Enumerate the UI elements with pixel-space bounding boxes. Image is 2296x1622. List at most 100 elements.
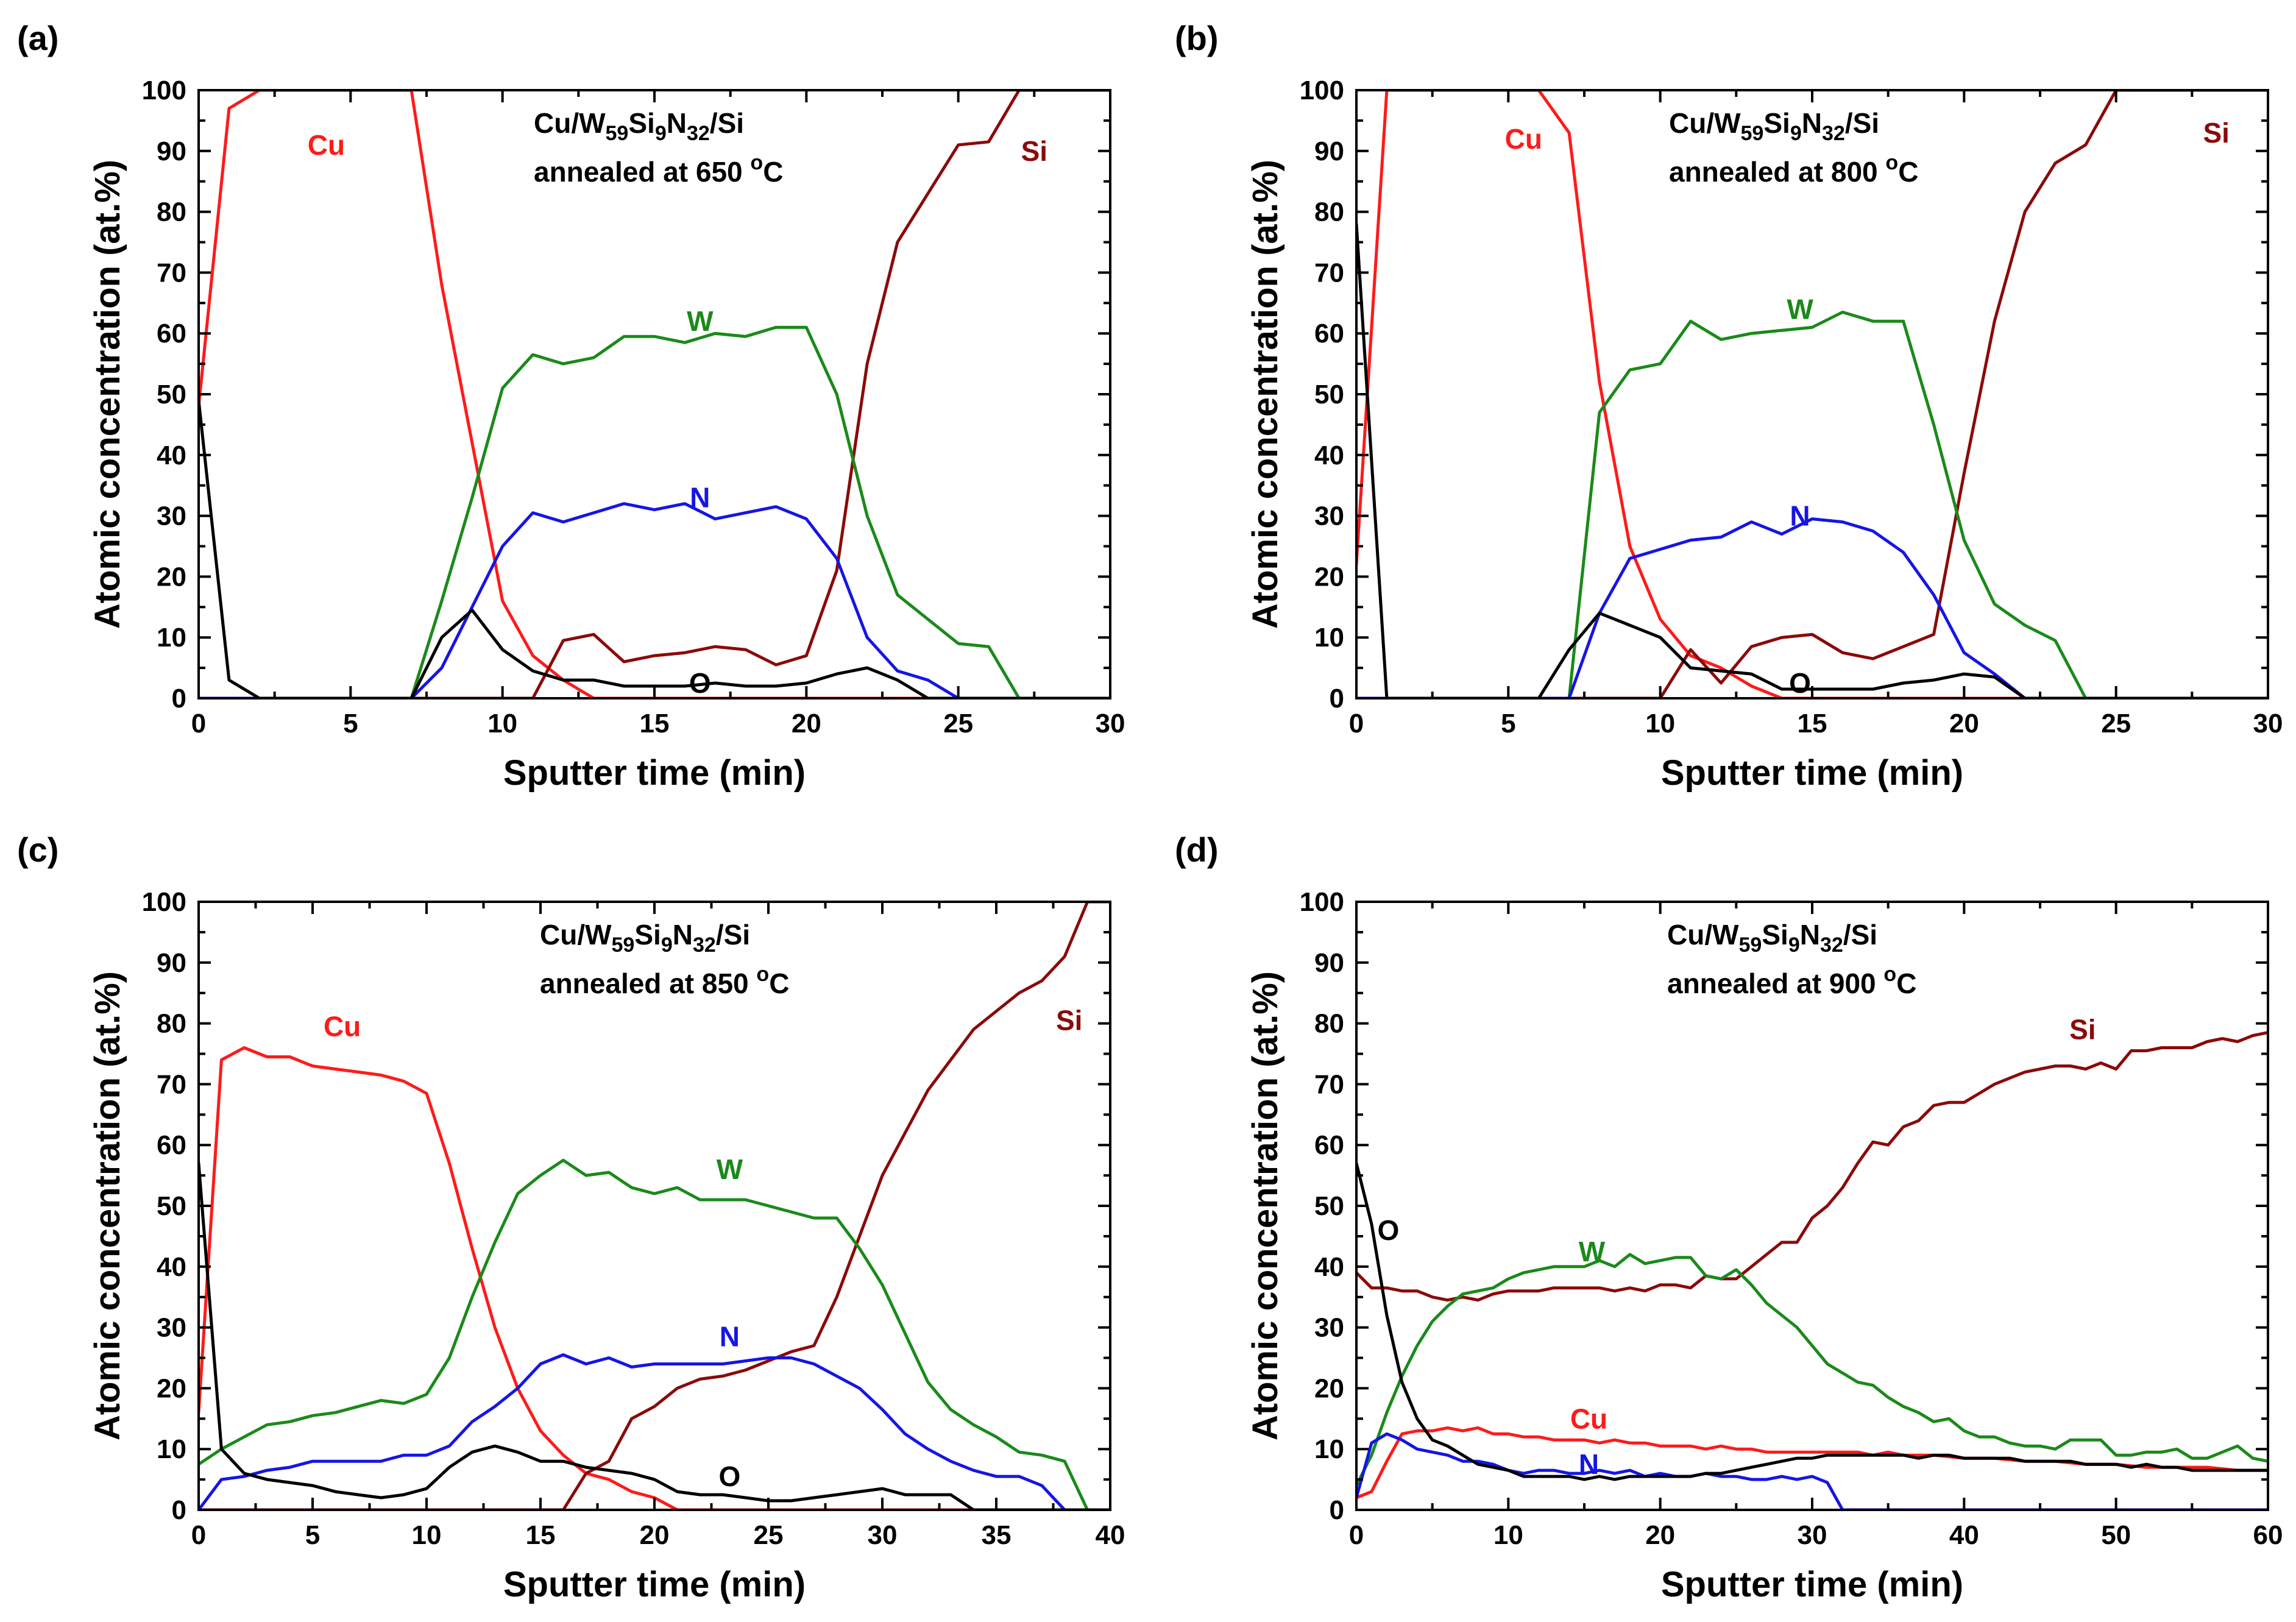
series-line-si [199,902,1110,1510]
series-group [1356,90,2268,698]
series-line-n [199,1353,1110,1510]
series-line-n [199,502,1110,698]
series-line-si [199,90,1110,698]
series-line-o [199,1161,1110,1510]
y-tick-label: 10 [157,623,186,653]
chart-panel-d: (d) 0 10 20 30 40 50 60 0 10 20 30 40 50 60 70 80 90 100 Sp… [1175,830,2283,1604]
series-label-w: W [717,1153,743,1185]
series-label-w: W [687,305,714,337]
y-tick-label: 30 [157,501,186,531]
x-axis-title: Sputter time (min) [503,753,806,793]
series-line-cu [199,90,1110,698]
series-line-w [1356,1253,2268,1487]
series-label-w: W [1787,293,1813,325]
x-tick-label: 30 [2253,709,2283,738]
y-tick-label: 90 [1314,948,1344,978]
chart-panel-a: (a) 0 5 10 15 20 25 30 0 10 20 30 40 50 60 70 80 90 100 Spu… [17,19,1125,793]
series-line-n [1356,517,2268,698]
y-tick-label: 100 [142,887,186,917]
x-tick-label: 0 [1349,1520,1364,1550]
series-label-n: N [1790,500,1810,532]
series-label-si: Si [1021,135,1047,167]
x-tick-label: 10 [1645,709,1675,738]
series-line-o [1356,1161,2268,1481]
x-tick-label: 0 [191,1520,206,1550]
x-tick-label: 25 [943,709,973,738]
series-label-si: Si [2203,117,2229,149]
y-tick-label: 40 [1314,441,1344,470]
x-tick-label: 30 [868,1520,898,1550]
series-label-n: N [690,482,710,514]
series-group [1356,1031,2268,1510]
y-tick-label: 10 [1314,1434,1344,1464]
series-label-cu: Cu [308,129,345,161]
y-tick-label: 50 [1314,380,1344,409]
condition-annotation: annealed at 900 oC [1667,963,1916,999]
sample-annotation: Cu/W59Si9N32/Si [540,919,750,957]
x-tick-label: 30 [1096,709,1125,738]
series-line-w [1356,310,2268,698]
series-label-n: N [720,1321,740,1353]
y-tick-label: 0 [172,1495,186,1525]
y-tick-label: 20 [1314,562,1344,592]
x-tick-label: 20 [792,709,821,738]
x-axis-title: Sputter time (min) [1661,753,1963,793]
panel-label: (b) [1175,19,1219,57]
series-label-o: O [689,667,711,699]
y-tick-label: 60 [1314,1130,1344,1160]
x-tick-label: 40 [1096,1520,1125,1550]
y-axis-title: Atomic concentration (at.%) [1245,160,1285,629]
y-tick-label: 50 [157,1191,186,1221]
y-tick-label: 20 [1314,1373,1344,1403]
y-tick-label: 0 [1330,684,1344,714]
series-label-cu: Cu [324,1011,361,1043]
y-tick-label: 70 [1314,1069,1344,1099]
series-label-si: Si [2069,1014,2096,1046]
y-tick-label: 90 [157,136,186,166]
y-tick-label: 40 [157,441,186,470]
sample-annotation: Cu/W59Si9N32/Si [1669,107,1879,145]
y-tick-label: 70 [157,258,186,288]
chart-panel-b: (b) 0 5 10 15 20 25 30 0 10 20 30 40 50 60 70 80 90 100 Spu… [1175,19,2283,793]
x-tick-label: 40 [1949,1520,1979,1550]
y-tick-label: 50 [157,380,186,409]
series-label-cu: Cu [1505,123,1542,155]
series-line-w [199,325,1110,698]
series-label-o: O [1789,667,1811,699]
series-line-w [199,1158,1110,1510]
series-group [199,90,1110,698]
x-tick-label: 0 [191,709,206,738]
y-tick-label: 20 [157,562,186,592]
y-tick-label: 40 [1314,1252,1344,1282]
series-label-w: W [1579,1236,1606,1267]
chart-panel-c: (c) 0 5 10 15 20 25 30 35 40 0 10 20 30 40 50 60 70 80 90 10… [17,830,1125,1604]
y-tick-label: 30 [1314,1313,1344,1343]
y-tick-label: 0 [1330,1495,1344,1525]
x-tick-label: 20 [1949,709,1979,738]
series-line-o [199,398,1110,698]
series-label-o: O [1377,1214,1399,1246]
x-tick-label: 20 [640,1520,670,1550]
series-line-cu [199,1046,1110,1510]
x-tick-label: 10 [412,1520,442,1550]
condition-annotation: annealed at 800 oC [1669,151,1918,188]
x-axis-title: Sputter time (min) [503,1565,806,1604]
x-tick-label: 10 [487,709,517,738]
y-tick-label: 50 [1314,1191,1344,1221]
series-label-si: Si [1056,1005,1082,1036]
sample-annotation: Cu/W59Si9N32/Si [1667,919,1877,957]
panel-label: (c) [17,830,58,869]
y-tick-label: 20 [157,1373,186,1403]
sample-annotation: Cu/W59Si9N32/Si [534,107,744,145]
y-tick-label: 80 [157,1009,186,1039]
x-axis-title: Sputter time (min) [1661,1565,1963,1604]
condition-annotation: annealed at 850 oC [540,963,789,999]
x-tick-label: 10 [1493,1520,1523,1550]
y-tick-label: 70 [1314,258,1344,288]
y-tick-label: 0 [172,684,186,714]
y-tick-label: 30 [1314,501,1344,531]
x-tick-label: 5 [1501,709,1515,738]
y-axis-title: Atomic concentration (at.%) [88,160,127,629]
